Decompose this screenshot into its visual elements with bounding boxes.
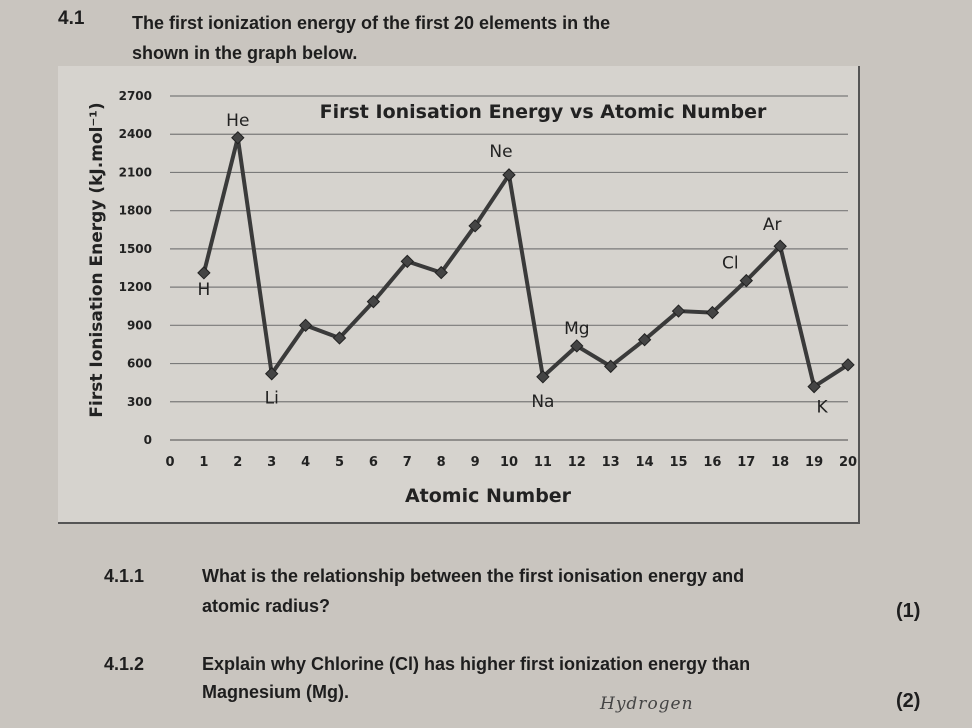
question-4-1-1-text: What is the relationship between the fir… xyxy=(202,566,745,586)
data-point-marker xyxy=(705,305,720,320)
data-point-marker xyxy=(807,379,821,394)
data-point-marker xyxy=(400,254,415,269)
x-tick-label: 7 xyxy=(403,455,412,470)
data-point-marker xyxy=(637,333,652,347)
data-point-marker xyxy=(434,265,448,280)
element-label: Mg xyxy=(564,319,589,339)
data-point-marker xyxy=(739,273,754,288)
data-point-marker xyxy=(468,219,482,233)
x-tick-label: 16 xyxy=(703,455,721,470)
x-tick-label: 20 xyxy=(839,455,857,470)
x-tick-label: 8 xyxy=(437,455,446,470)
x-tick-label: 14 xyxy=(636,455,654,470)
x-tick-label: 1 xyxy=(199,455,208,470)
data-point-marker xyxy=(502,168,516,182)
data-point-marker xyxy=(264,367,279,381)
data-point-marker xyxy=(197,266,211,280)
x-tick-label: 2 xyxy=(233,455,242,470)
x-tick-label: 19 xyxy=(805,455,823,470)
x-tick-label: 13 xyxy=(602,455,620,470)
element-label: K xyxy=(817,398,829,418)
question-4-1-1-text-line2: atomic radius? xyxy=(202,596,331,616)
x-tick-label: 3 xyxy=(267,455,276,470)
data-point-marker xyxy=(603,359,618,374)
question-intro-line1: The first ionization energy of the first… xyxy=(132,13,611,33)
data-point-marker xyxy=(773,239,787,253)
x-tick-label: 10 xyxy=(500,455,518,470)
element-label: He xyxy=(226,111,249,131)
series-line xyxy=(201,135,850,389)
question-number: 4.1 xyxy=(58,8,85,29)
handwritten-answer: Hydrogen xyxy=(600,694,694,714)
x-tick-label: 18 xyxy=(771,455,789,470)
x-tick-label: 5 xyxy=(335,455,344,470)
y-tick-label: 600 xyxy=(127,357,152,371)
element-label: Ar xyxy=(763,215,782,235)
x-tick-label: 11 xyxy=(534,455,552,470)
data-point-marker xyxy=(841,358,855,372)
element-label: Na xyxy=(531,392,554,412)
x-tick-label: 9 xyxy=(471,455,480,470)
y-tick-label: 2400 xyxy=(119,127,152,141)
data-point-marker xyxy=(231,131,245,145)
question-4-1-2-text-line2: Magnesium (Mg). xyxy=(202,682,349,702)
data-point-marker xyxy=(366,294,381,309)
element-label: H xyxy=(198,280,211,300)
question-4-1-1-marks: (1) xyxy=(896,600,921,622)
chart-figure: 0 300 600 900 1200 1500 1800 2100 2400 2700 0 1 2 3 4 5… xyxy=(58,66,860,524)
data-point-marker xyxy=(332,331,347,345)
x-tick-label: 17 xyxy=(737,455,755,470)
y-tick-label: 2700 xyxy=(119,89,152,103)
y-tick-label: 300 xyxy=(127,395,152,409)
y-tick-label: 1200 xyxy=(119,280,152,294)
question-intro-line2: shown in the graph below. xyxy=(132,43,358,63)
y-tick-label: 0 xyxy=(144,433,152,447)
question-intro: The first ionization energy of the first… xyxy=(132,8,732,68)
element-label: Li xyxy=(265,389,279,409)
question-4-1-1-number: 4.1.1 xyxy=(104,566,145,586)
x-tick-label: 12 xyxy=(568,455,586,470)
question-4-1-2-number: 4.1.2 xyxy=(104,654,145,674)
y-tick-label: 1500 xyxy=(119,242,152,256)
data-point-marker xyxy=(570,339,584,353)
question-4-1-2-text: Explain why Chlorine (Cl) has higher fir… xyxy=(202,654,751,674)
x-tick-label: 4 xyxy=(301,455,310,470)
element-label: Ne xyxy=(489,142,512,162)
x-tick-label: 0 xyxy=(165,455,174,470)
x-axis-label: Atomic Number xyxy=(405,485,572,507)
data-point-marker xyxy=(298,318,313,333)
chart-title: First Ionisation Energy vs Atomic Number xyxy=(320,101,767,123)
data-point-marker xyxy=(671,304,686,318)
x-tick-label: 15 xyxy=(669,455,687,470)
data-point-marker xyxy=(536,370,550,384)
y-axis-label: First Ionisation Energy (kJ.mol⁻¹) xyxy=(87,102,107,417)
y-tick-label: 1800 xyxy=(119,204,152,218)
question-4-1-2-marks: (2) xyxy=(896,690,921,712)
x-tick-label: 6 xyxy=(369,455,378,470)
element-label: Cl xyxy=(722,254,739,274)
y-tick-label: 2100 xyxy=(119,165,152,179)
y-tick-label: 900 xyxy=(127,318,152,332)
